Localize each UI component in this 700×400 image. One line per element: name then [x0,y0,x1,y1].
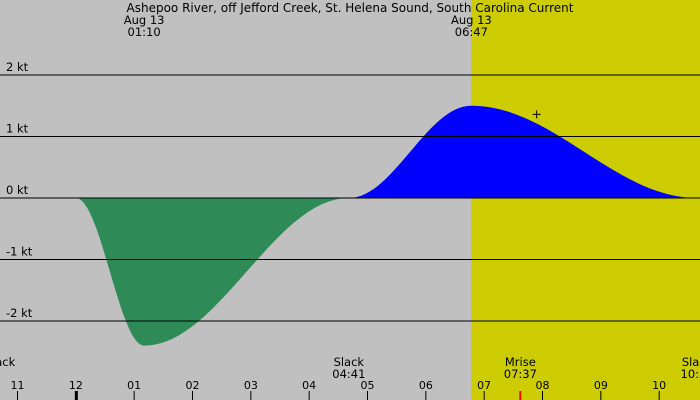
hour-tick [250,391,252,400]
top-event-time: 06:47 [455,25,488,39]
hour-tick [600,391,602,400]
hour-tick [425,391,427,400]
hour-tick-label: 01 [127,379,141,392]
ebb-area [75,198,349,346]
flood-area [348,105,698,198]
bottom-event-time: 04:41 [332,367,365,381]
hour-tick-label: 05 [361,379,375,392]
hour-tick-label: 02 [186,379,200,392]
x-axis-ticks: 1112010203040506070809101112010203040506… [11,379,666,400]
hour-tick [542,391,543,400]
y-tick-label: -1 kt [6,245,33,259]
hour-tick [483,391,485,400]
hour-tick [74,391,78,400]
moon-marker [519,391,522,400]
hour-tick [658,391,660,400]
hour-tick-label: 04 [302,379,316,392]
hour-tick [133,391,135,400]
bottom-event-name: Slack [0,355,16,369]
markers [519,110,541,400]
hour-tick-label: 10 [652,379,666,392]
y-tick-label: -2 kt [6,306,33,320]
bottom-event-name: Slack [682,355,700,369]
hour-tick-label: 07 [477,379,491,392]
top-event-time: 01:10 [128,25,161,39]
chart-title: Ashepoo River, off Jefford Creek, St. He… [127,1,574,15]
hour-tick-label: 11 [11,379,25,392]
hour-tick-label: 06 [419,379,433,392]
y-tick-label: 0 kt [6,183,29,197]
hour-tick [308,391,310,400]
hour-tick-label: 09 [594,379,608,392]
hour-tick [367,391,368,400]
bottom-event-name: Slack [334,355,365,369]
bottom-event-time: 10:39 [681,367,700,381]
hour-tick [17,391,18,400]
bottom-event-time: 07:37 [504,367,537,381]
now-marker [532,110,541,119]
hour-tick-label: 08 [536,379,550,392]
daylight-band [471,0,700,400]
top-event-date: Aug 13 [451,13,492,27]
y-tick-label: 2 kt [6,60,29,74]
hour-tick [192,391,193,400]
chart-labels: Ashepoo River, off Jefford Creek, St. He… [0,1,700,381]
bottom-event-name: Mrise [505,355,536,369]
top-event-date: Aug 13 [124,13,165,27]
y-tick-label: 1 kt [6,122,29,136]
hour-tick-label: 12 [69,379,83,392]
hour-tick-label: 03 [244,379,258,392]
y-gridlines: 2 kt 1 kt 0 kt -1 kt -2 kt [0,60,700,322]
